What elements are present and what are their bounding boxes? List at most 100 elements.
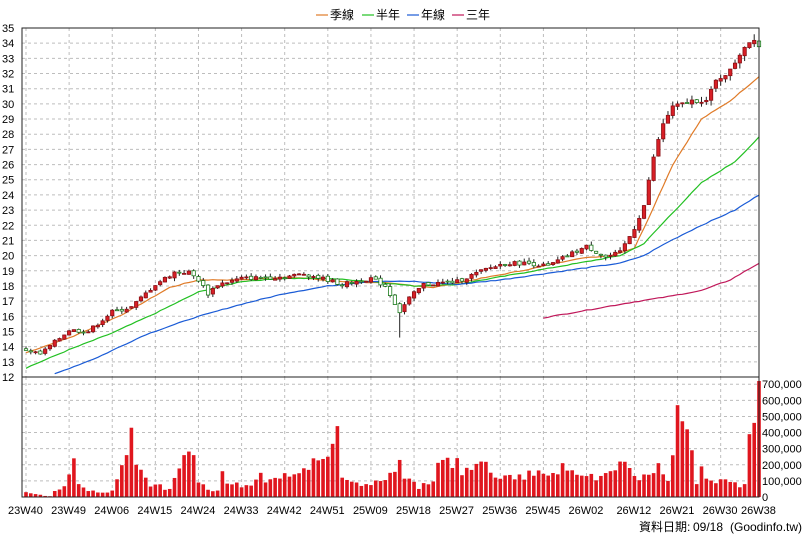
candle-body xyxy=(23,348,29,351)
volume-bar xyxy=(148,486,153,497)
price-y-tick: 23 xyxy=(2,205,14,217)
x-tick-label: 23W49 xyxy=(51,505,86,517)
volume-bar xyxy=(589,473,594,497)
volume-bar xyxy=(383,480,388,497)
volume-bar xyxy=(647,474,651,497)
footer-source: (Goodinfo.tw) xyxy=(730,520,802,534)
volume-bar xyxy=(273,477,277,497)
volume-bar xyxy=(464,467,469,497)
volume-bar xyxy=(215,490,220,497)
price-y-tick: 17 xyxy=(2,296,14,308)
candle-body xyxy=(747,42,752,49)
volume-bar xyxy=(551,473,555,497)
volume-bar xyxy=(24,492,28,497)
candle-body xyxy=(153,285,158,291)
volume-bar xyxy=(254,479,258,497)
price-y-tick: 12 xyxy=(2,372,14,384)
volume-bar xyxy=(345,479,349,497)
legend-label-三年: 三年 xyxy=(466,8,490,22)
x-tick-label: 25W27 xyxy=(439,505,474,517)
volume-bar xyxy=(364,484,368,497)
candle-body xyxy=(162,276,168,283)
candle-body xyxy=(713,79,718,89)
candle-body xyxy=(617,250,623,253)
candle-body xyxy=(253,276,259,281)
volume-bar xyxy=(508,474,512,497)
volume-bar xyxy=(694,484,699,497)
candle-body xyxy=(503,264,508,266)
volume-bar xyxy=(623,461,627,497)
candle-body xyxy=(435,281,441,287)
candle-body xyxy=(86,331,91,334)
candle-body xyxy=(129,306,134,309)
candle-body xyxy=(239,276,244,280)
volume-bar xyxy=(599,475,603,497)
candle-body xyxy=(273,278,278,281)
volume-bar xyxy=(139,469,143,497)
candle-body xyxy=(737,54,742,64)
candle-body xyxy=(689,99,695,105)
volume-bar xyxy=(321,458,325,497)
volume-bar xyxy=(206,489,210,497)
candle-body xyxy=(90,325,96,333)
volume-bar xyxy=(555,474,560,497)
candle-body xyxy=(225,282,230,285)
candle-body xyxy=(709,88,714,101)
volume-bar xyxy=(484,461,488,497)
price-y-tick: 18 xyxy=(2,281,14,293)
volume-bar xyxy=(105,492,110,497)
candle-body xyxy=(177,271,182,274)
candle-body xyxy=(354,280,359,285)
candle-body xyxy=(344,281,350,288)
candle-body xyxy=(378,277,383,286)
candle-body xyxy=(249,275,254,280)
candle-body xyxy=(191,270,196,277)
candle-body xyxy=(57,338,62,342)
volume-bar xyxy=(354,482,359,497)
candle-body xyxy=(589,244,594,251)
candle-body xyxy=(311,276,316,278)
candle-body xyxy=(464,278,469,283)
volume-bar xyxy=(642,474,646,497)
x-tick-label: 26W30 xyxy=(703,505,738,517)
candle-body xyxy=(76,329,81,333)
x-axis: 23W40 23W49 24W06 24W15 24W24 24W33 24W42 24W51… xyxy=(8,505,776,517)
volume-bar xyxy=(158,484,162,497)
candle-body xyxy=(541,263,546,266)
price-y-tick: 33 xyxy=(2,53,14,65)
volume-bar xyxy=(115,479,119,497)
price-y-tick: 25 xyxy=(2,175,14,187)
volume-bar xyxy=(134,464,138,497)
volume-bar xyxy=(110,490,115,497)
candle-body xyxy=(665,114,671,124)
candle-body xyxy=(426,282,431,286)
volume-bar xyxy=(373,480,378,497)
volume-bar xyxy=(608,471,613,497)
candle-body xyxy=(119,309,124,312)
volume-bar xyxy=(445,457,450,497)
candle-body xyxy=(110,309,115,317)
volume-y-tick: 500,000 xyxy=(762,411,802,423)
candle-body xyxy=(560,256,565,260)
candle-body xyxy=(555,259,560,264)
volume-bar xyxy=(522,479,527,497)
candle-body xyxy=(158,281,163,286)
volume-bar xyxy=(258,472,263,497)
volume-bar xyxy=(38,494,43,497)
candle-body xyxy=(383,283,388,287)
candle-body xyxy=(651,156,656,181)
candle-body xyxy=(138,296,144,302)
candle-body xyxy=(565,255,570,258)
price-y-tick: 30 xyxy=(2,99,14,111)
volume-bar xyxy=(503,475,507,497)
candle-body xyxy=(196,276,201,282)
candle-body xyxy=(201,280,206,286)
candle-body xyxy=(570,251,575,258)
legend: 季線 半年 年線 三年 xyxy=(316,7,490,22)
candle-body xyxy=(373,276,378,280)
volume-bar xyxy=(675,405,680,497)
candle-body xyxy=(172,271,177,279)
volume-bar xyxy=(661,474,665,497)
volume-bar xyxy=(91,490,95,497)
footer-date-prefix: 資料日期: xyxy=(639,520,690,534)
